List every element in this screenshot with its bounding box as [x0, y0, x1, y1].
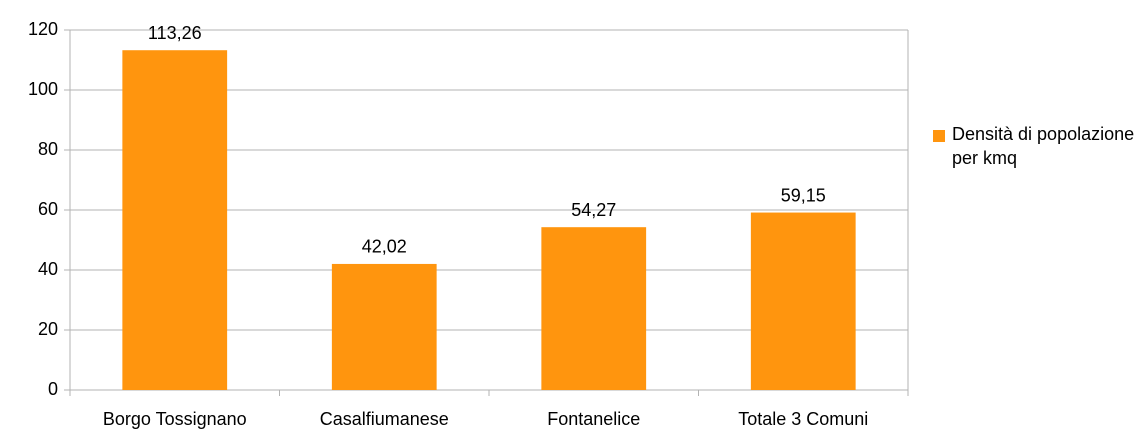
legend-label: Densità di popolazione per kmq [952, 124, 1135, 168]
y-tick-label: 120 [28, 19, 58, 39]
x-tick-label: Casalfiumanese [320, 409, 449, 429]
x-tick-label: Fontanelice [547, 409, 640, 429]
y-tick-label: 20 [38, 319, 58, 339]
value-label: 59,15 [781, 185, 826, 205]
bar [122, 50, 228, 390]
legend-swatch [933, 130, 945, 142]
x-tick-label: Totale 3 Comuni [738, 409, 868, 429]
y-tick-label: 80 [38, 139, 58, 159]
x-tick-label: Borgo Tossignano [103, 409, 247, 429]
bar [750, 212, 856, 390]
y-tick-label: 100 [28, 79, 58, 99]
bar [541, 227, 647, 390]
value-label: 113,26 [148, 23, 202, 43]
value-label: 42,02 [362, 237, 407, 257]
value-label: 54,27 [571, 200, 616, 220]
y-tick-label: 60 [38, 199, 58, 219]
y-tick-label: 40 [38, 259, 58, 279]
bar [331, 263, 437, 390]
y-tick-label: 0 [48, 379, 58, 399]
